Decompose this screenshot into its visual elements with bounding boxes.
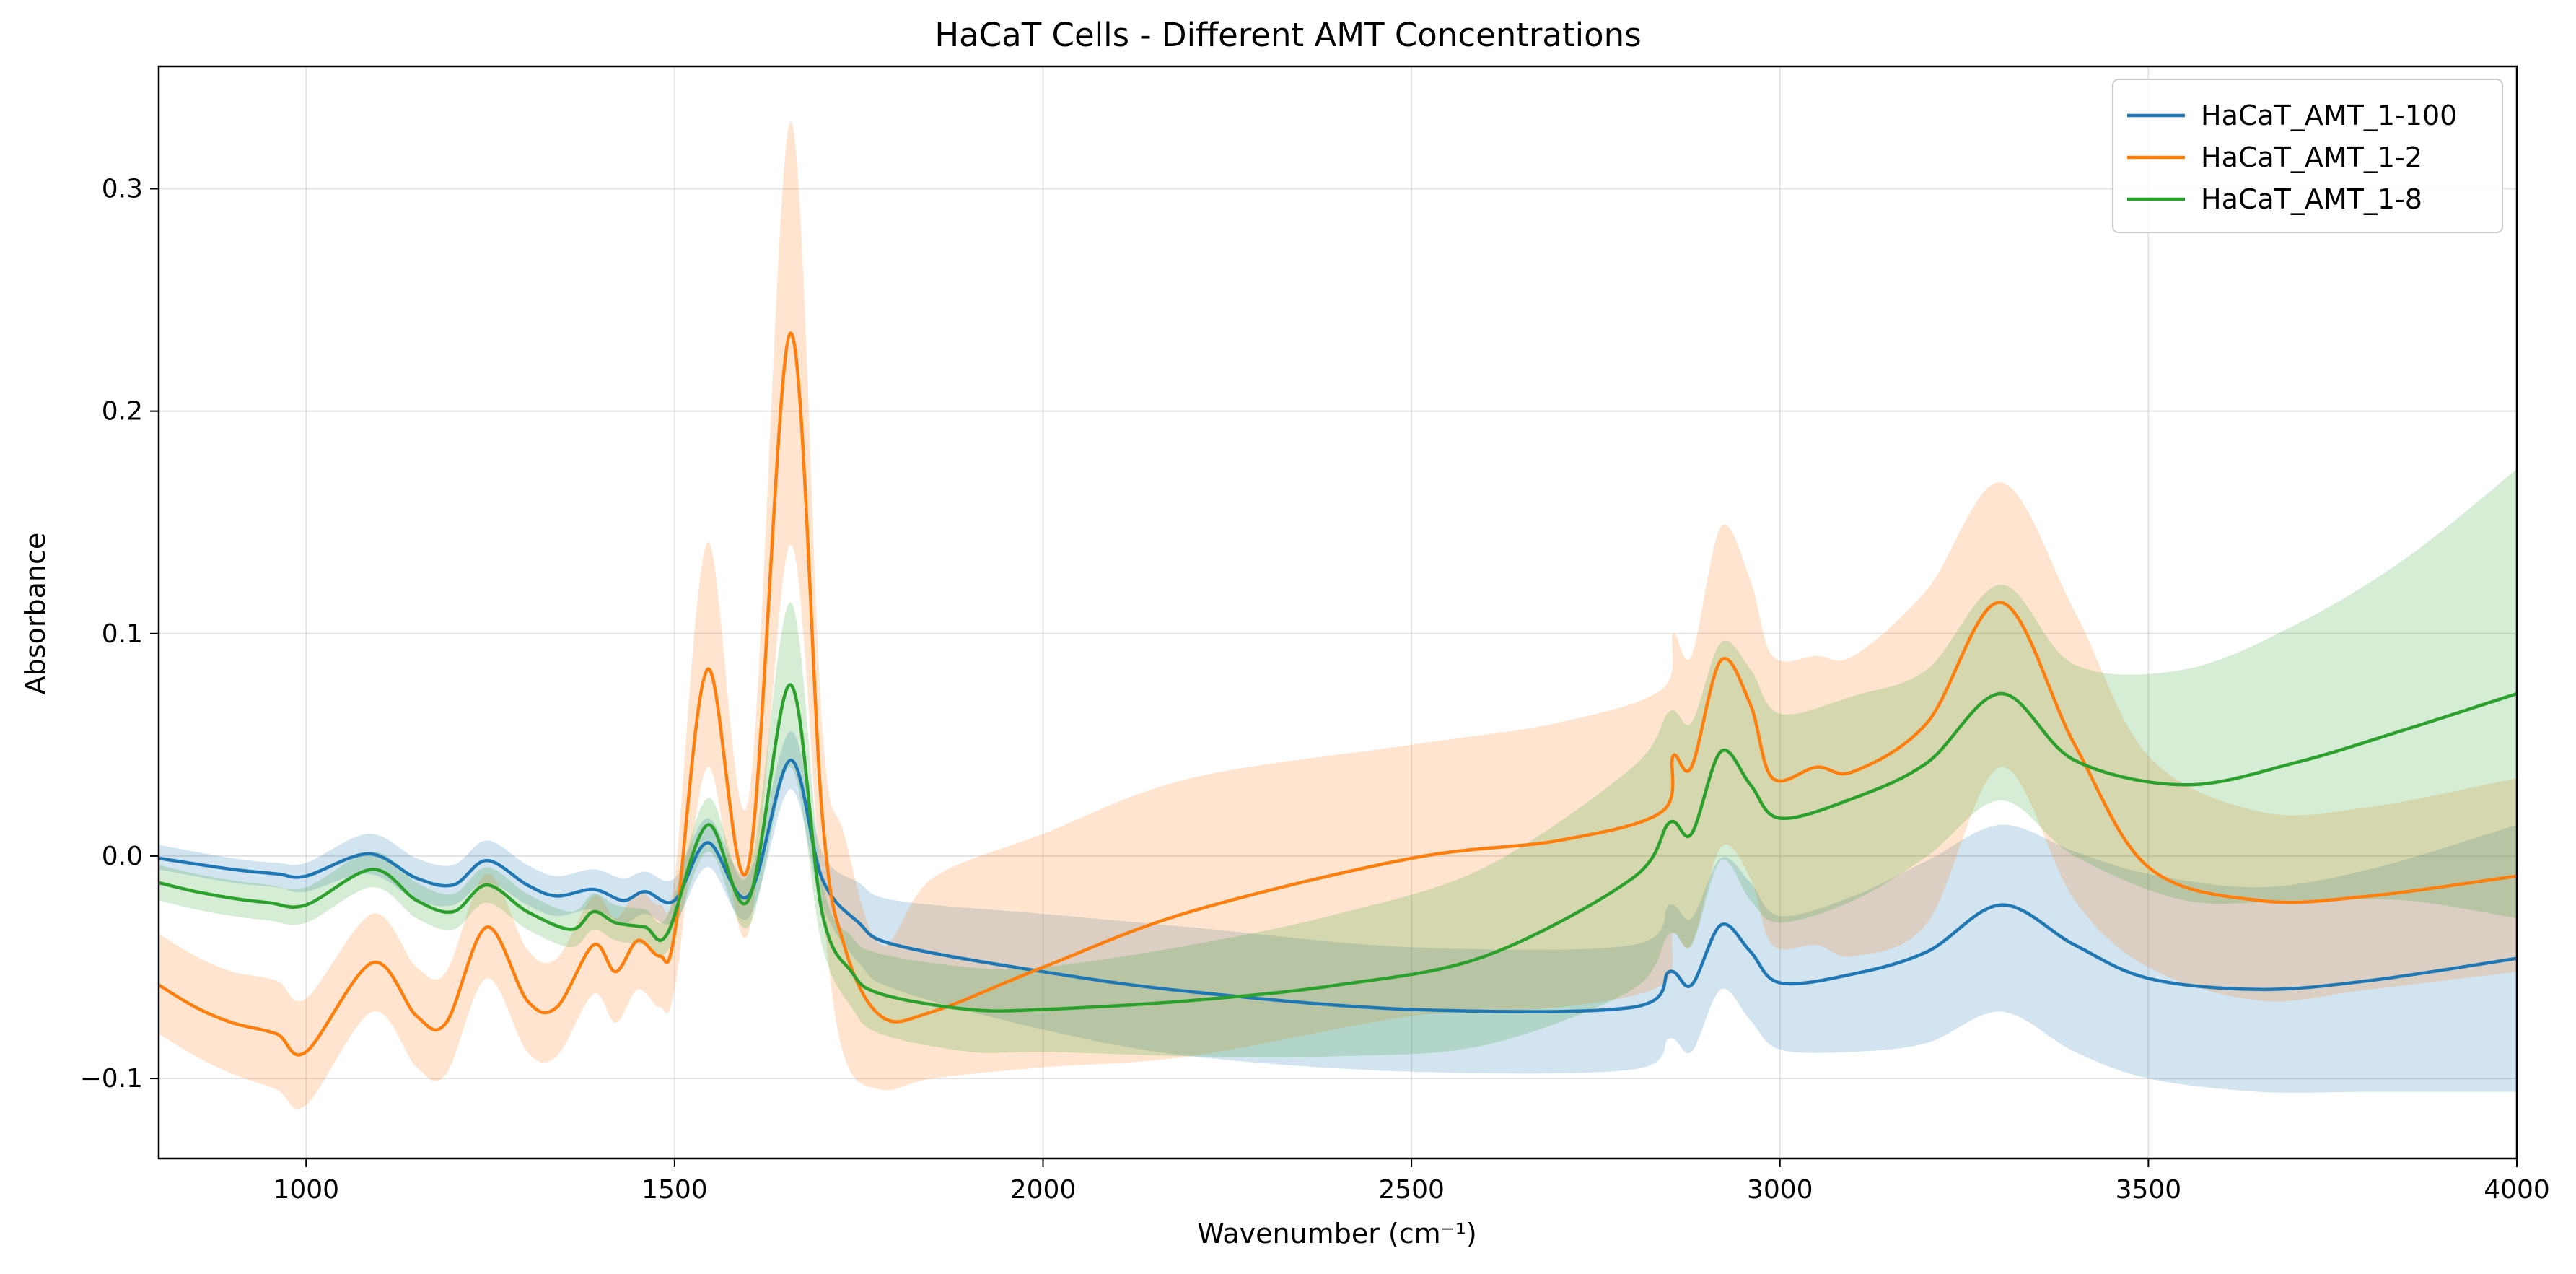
x-tick-label: 3500 [2116, 1175, 2182, 1205]
line-series-3 [159, 683, 2517, 1013]
y-axis-label: Absorbance [19, 533, 51, 695]
legend: HaCaT_AMT_1-100 HaCaT_AMT_1-2 HaCaT_AMT_1-… [2112, 79, 2503, 233]
y-tick-label: 0.3 [102, 174, 143, 204]
y-tick-label: 0.0 [102, 842, 143, 871]
legend-label: HaCaT_AMT_1-8 [2201, 183, 2422, 215]
series-lines [159, 331, 2517, 1057]
y-axis-ticks: −0.1 0.0 0.1 0.2 0.3 [80, 174, 159, 1094]
band-series-1 [159, 731, 2517, 1093]
x-tick-label: 1500 [641, 1175, 708, 1205]
x-tick-label: 1000 [273, 1175, 339, 1205]
x-tick-label: 3000 [1747, 1175, 1813, 1205]
x-tick-label: 2500 [1378, 1175, 1445, 1205]
x-tick-label: 4000 [2484, 1175, 2550, 1205]
plot-frame [157, 65, 2518, 1160]
legend-label: HaCaT_AMT_1-100 [2201, 100, 2457, 131]
legend-box [2112, 79, 2503, 233]
grid [159, 66, 2518, 1159]
y-tick-label: 0.2 [102, 397, 143, 427]
x-tick-label: 2000 [1010, 1175, 1077, 1205]
line-series-1 [159, 759, 2517, 1013]
chart-title: HaCaT Cells - Different AMT Concentratio… [934, 16, 1641, 54]
y-tick-label: −0.1 [80, 1064, 143, 1094]
y-tick-label: 0.1 [102, 619, 143, 649]
x-axis-ticks: 1000 1500 2000 2500 3000 3500 4000 [273, 1159, 2550, 1205]
x-axis-label: Wavenumber (cm⁻¹) [1197, 1218, 1477, 1249]
legend-label: HaCaT_AMT_1-2 [2201, 141, 2422, 173]
band-series-3 [159, 468, 2517, 1057]
